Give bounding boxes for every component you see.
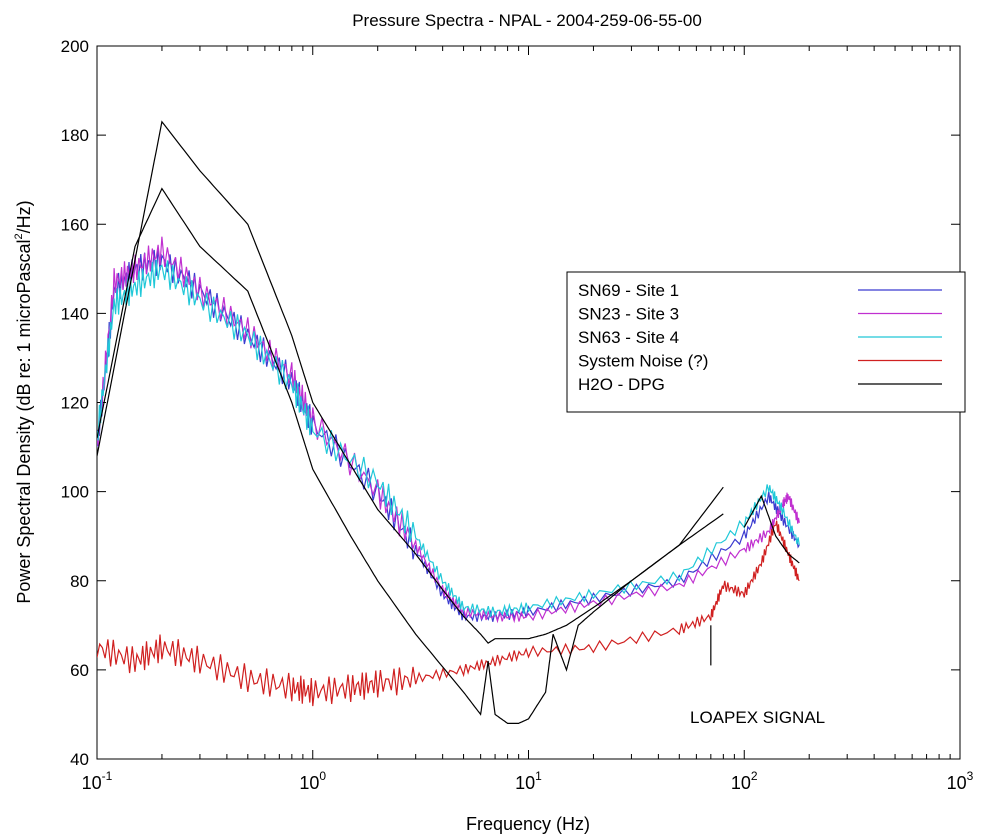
x-tick-label-base: 10 [947, 773, 967, 793]
y-tick-label: 160 [61, 215, 89, 234]
x-tick-label-base: 10 [82, 773, 102, 793]
y-tick-label: 40 [70, 750, 89, 769]
legend-label: SN23 - Site 3 [578, 305, 679, 324]
y-axis-label: Power Spectral Density (dB re: 1 microPa… [13, 200, 34, 603]
y-tick-label: 80 [70, 572, 89, 591]
y-tick-label: 120 [61, 394, 89, 413]
y-tick-label: 140 [61, 304, 89, 323]
y-tick-label: 100 [61, 483, 89, 502]
x-tick-label-exponent: -1 [102, 769, 113, 783]
legend-label: System Noise (?) [578, 352, 708, 371]
legend-label: SN63 - Site 4 [578, 328, 679, 347]
x-tick-label: 10-1 [82, 769, 113, 793]
series-line-5 [97, 187, 724, 724]
x-tick-label: 101 [515, 769, 542, 793]
y-axis-label-superscript: 2 [13, 233, 25, 239]
x-tick-label-exponent: 3 [967, 769, 974, 783]
y-axis-label-suffix: /Hz) [14, 200, 34, 233]
x-tick-label: 102 [731, 769, 758, 793]
x-tick-label: 100 [299, 769, 326, 793]
y-axis-label-main: Power Spectral Density (dB re: 1 microPa… [14, 239, 34, 603]
y-tick-label: 200 [61, 37, 89, 56]
y-tick-label: 180 [61, 126, 89, 145]
x-axis: 10-1 100 101 102 103 [82, 46, 974, 793]
x-tick-label-exponent: 0 [319, 769, 326, 783]
x-axis-label: Frequency (Hz) [466, 814, 590, 834]
x-tick-label-base: 10 [731, 773, 751, 793]
series-line-3 [97, 520, 800, 707]
legend-box [566, 271, 966, 413]
y-axis: 40 60 80 100 120 140 160 180 200 [61, 37, 960, 769]
x-tick-label-exponent: 1 [535, 769, 542, 783]
series-layer [97, 120, 800, 724]
legend-label: H2O - DPG [578, 375, 665, 394]
x-tick-label-exponent: 2 [751, 769, 758, 783]
y-tick-label: 60 [70, 661, 89, 680]
series-line-4 [97, 120, 724, 644]
legend: SN69 - Site 1 SN23 - Site 3 SN63 - Site 4 S… [566, 271, 966, 413]
series-line-2 [97, 259, 800, 617]
x-tick-label: 103 [947, 769, 974, 793]
x-tick-label-base: 10 [515, 773, 535, 793]
legend-label: SN69 - Site 1 [578, 281, 679, 300]
loapex-signal-label: LOAPEX SIGNAL [690, 708, 825, 727]
series-line-1 [97, 236, 800, 624]
series-line-6 [743, 494, 800, 564]
x-tick-label-base: 10 [299, 773, 319, 793]
chart-title: Pressure Spectra - NPAL - 2004-259-06-55… [352, 11, 702, 30]
